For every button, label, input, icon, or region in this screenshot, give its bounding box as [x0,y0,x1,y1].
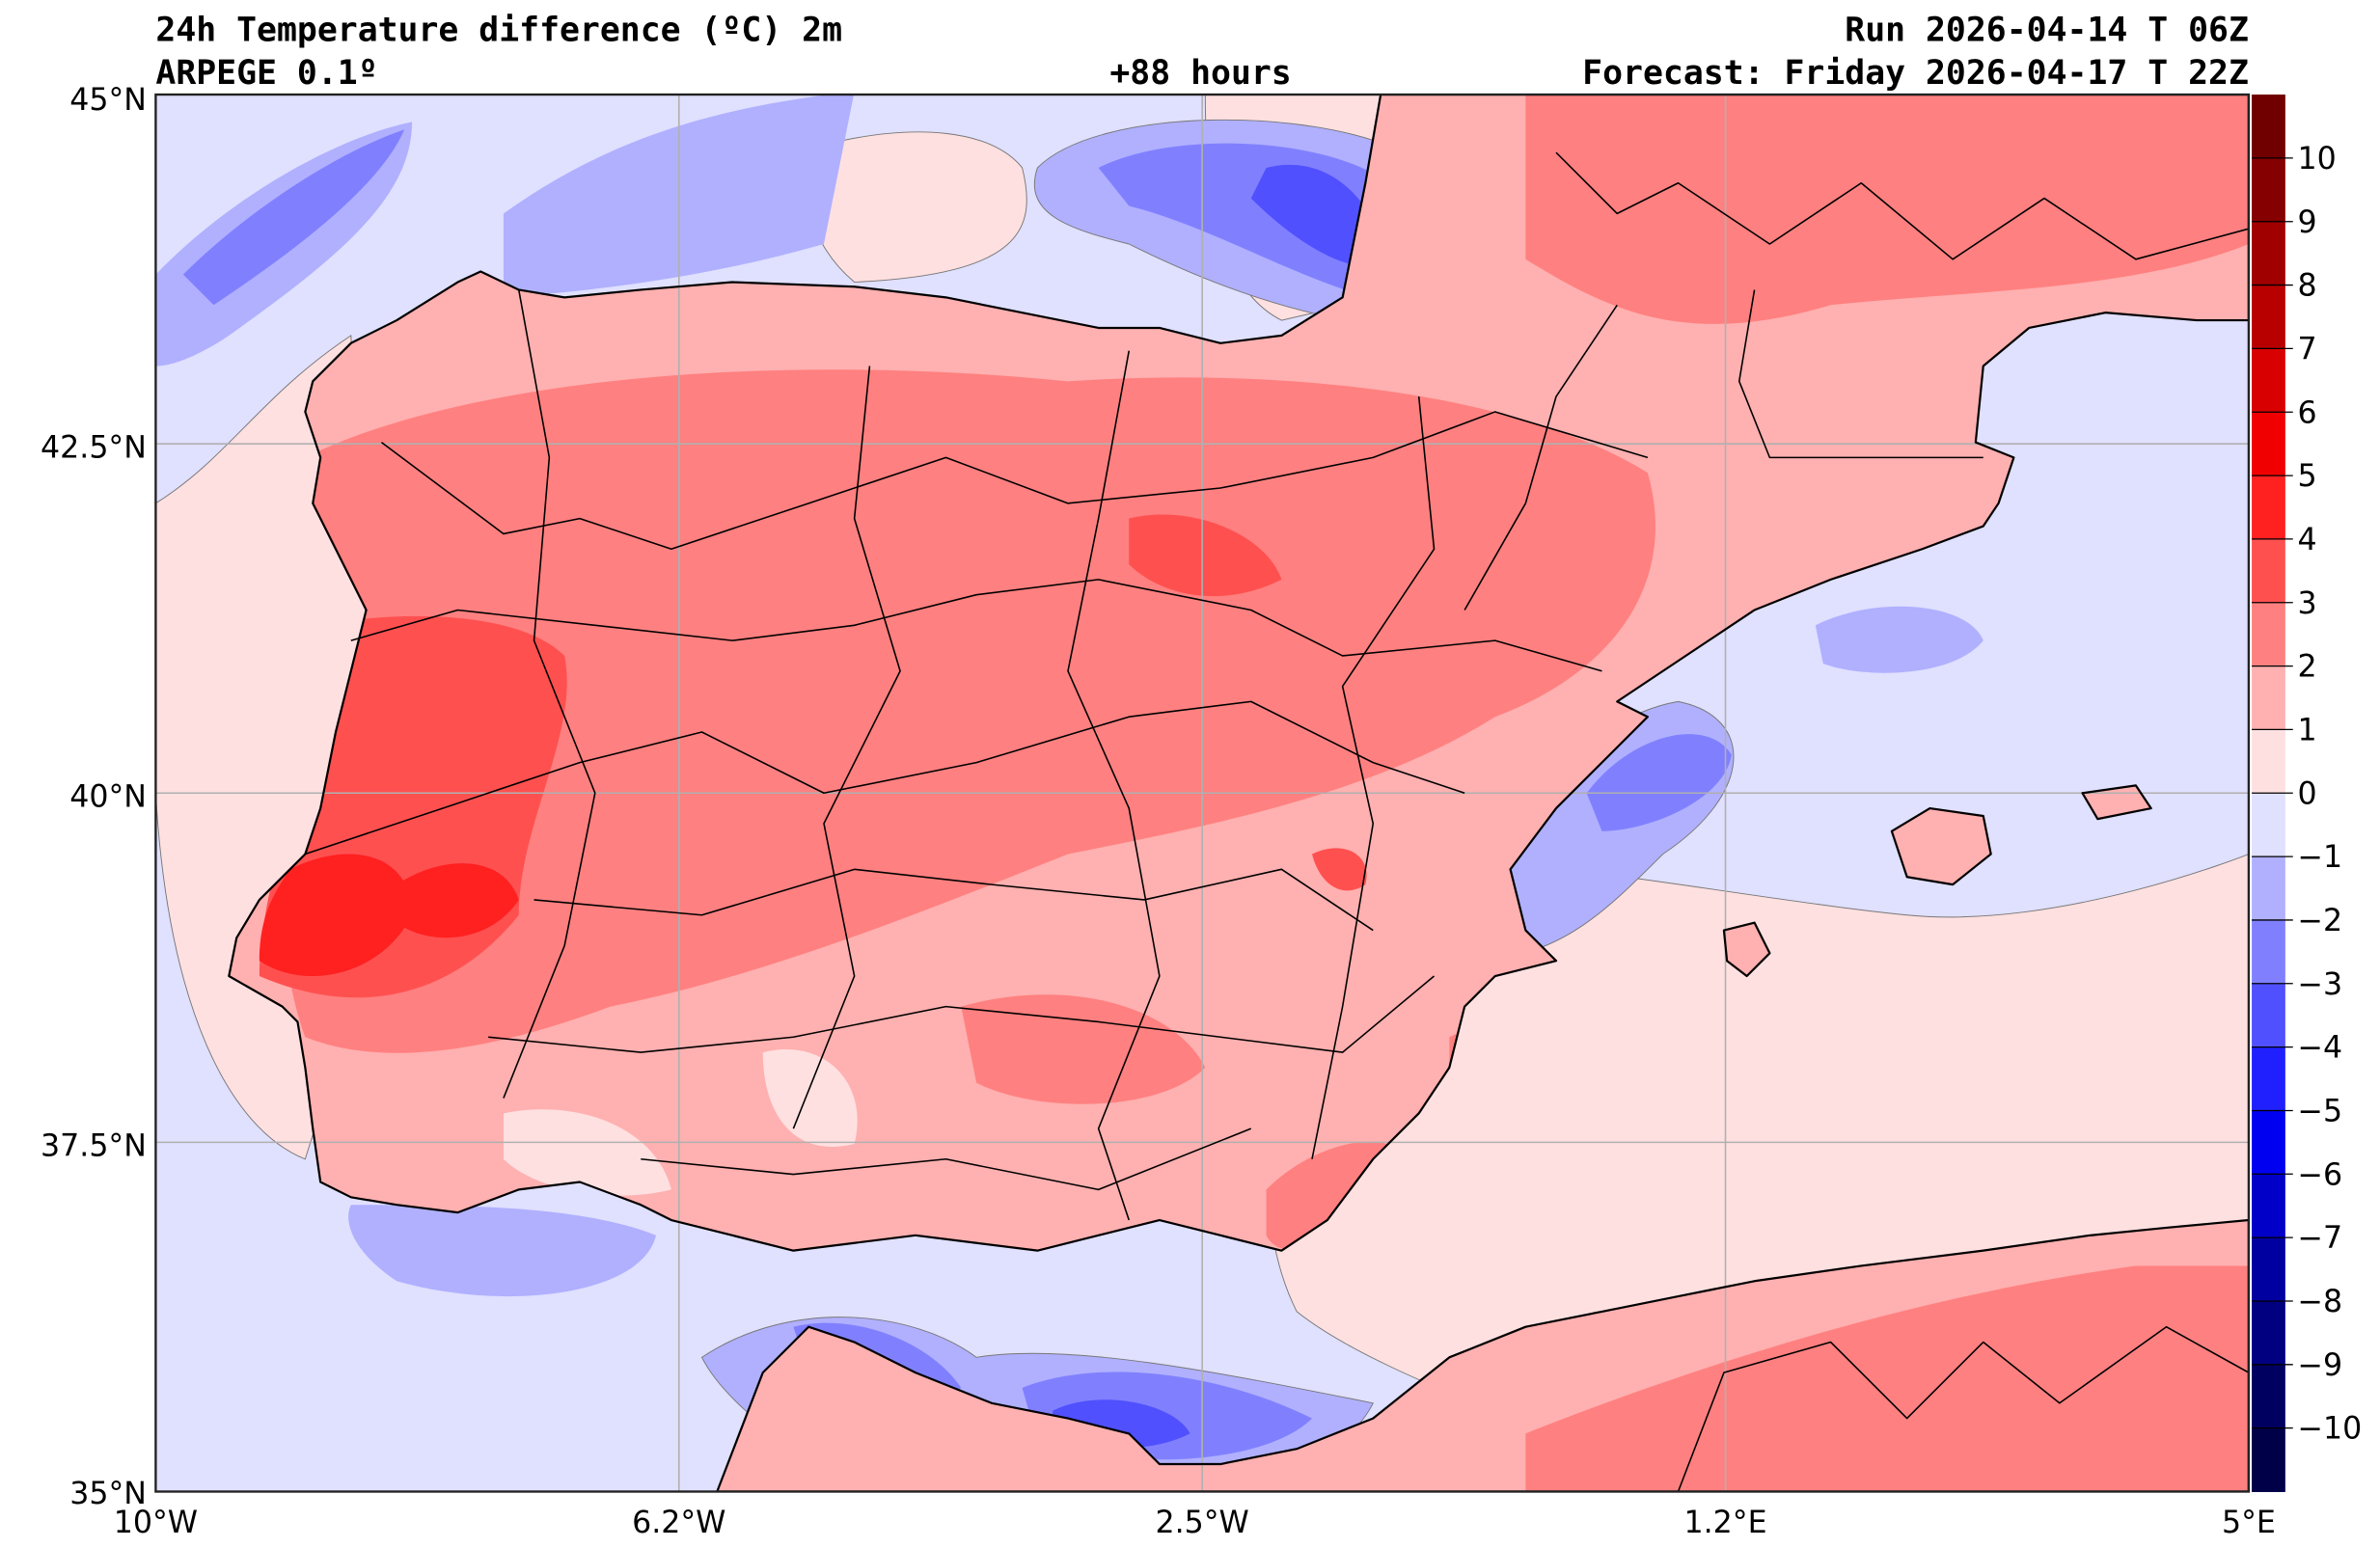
colorbar-bin [2252,1364,2285,1429]
colorbar-bin [2252,221,2285,286]
colorbar-tick-label: −7 [2298,1221,2343,1256]
colorbar-tick-label: −8 [2298,1285,2343,1319]
colorbar-tick-label: −10 [2298,1412,2363,1447]
colorbar-bin [2252,1300,2285,1366]
lon-label: 2.5°W [1155,1506,1248,1540]
colorbar-bin [2252,793,2285,857]
map-plot-area [155,95,2249,1492]
colorbar-bin [2252,475,2285,540]
lat-label: 35°N [69,1477,147,1511]
colorbar-tick-label: −5 [2298,1095,2343,1129]
colorbar-tick-label: 10 [2298,142,2337,177]
lat-label: 37.5°N [41,1129,147,1164]
colorbar-tick-label: 2 [2298,650,2317,685]
colorbar-tick-label: 1 [2298,713,2317,747]
lon-label: 6.2°W [632,1506,725,1540]
anomaly-2to3-france [1525,95,2249,324]
colorbar-bin [2252,1110,2285,1175]
colorbar-tick-label: −6 [2298,1157,2343,1192]
admin-borders [305,151,2249,1492]
cold-anomaly-valencia-core [1586,734,1732,831]
anomaly-2to3-africa [1525,1265,2249,1492]
colorbar-tick-label: −9 [2298,1348,2343,1383]
anomaly-3to4-central [1129,514,1367,891]
anomaly-1to0-south [503,1049,858,1196]
cold-anomaly-gulf-of-cadiz [348,1205,657,1297]
forecast-label: Forecast: Friday 2026-04-17 T 22Z [1582,54,2249,93]
anomaly-2to3-iberia [276,369,1655,1053]
latitude-labels: 45°N 42.5°N 40°N 37.5°N 35°N [41,83,147,1511]
colorbar-bin [2252,602,2285,667]
colorbar-bin [2252,1046,2285,1111]
colorbar-tick-label: 5 [2298,459,2317,494]
colorbar-bin [2252,157,2285,223]
colorbar-bin [2252,95,2285,159]
colorbar-bin [2252,285,2285,349]
colorbar-tick-label: −3 [2298,967,2343,1002]
run-label: Run 2026-04-14 T 06Z [1845,12,2249,50]
plot-frame [154,93,2251,1493]
colorbar-tick-label: 7 [2298,332,2317,367]
colorbar-bin [2252,919,2285,985]
colorbar-bin [2252,348,2285,413]
lon-label: 5°E [2222,1506,2276,1540]
lead-time-label: +88 hours [1109,54,1291,93]
colorbar-bin [2252,983,2285,1048]
colorbar-bin [2252,538,2285,604]
model-label: ARPEGE 0.1º [155,54,377,93]
colorbar-bin [2252,1174,2285,1238]
colorbar-tick-label: 4 [2298,523,2317,557]
colorbar-bin [2252,412,2285,476]
graticule [155,95,2249,1492]
cold-anomaly-balearic-north [1815,606,1983,673]
chart-title: 24h Temperature difference (ºC) 2m [155,12,842,50]
longitude-labels: 10°W 6.2°W 2.5°W 1.2°E 5°E [114,1506,2276,1540]
colorbar-tick-label: 3 [2298,586,2317,621]
lat-label: 42.5°N [41,430,147,465]
lat-label: 45°N [69,83,147,118]
colorbar-bin [2252,729,2285,794]
lon-label: 1.2°E [1684,1506,1767,1540]
colorbar-bin [2252,856,2285,921]
colorbar-bin [2252,665,2285,730]
colorbar-tick-label: 8 [2298,269,2317,304]
colorbar-bin [2252,1237,2285,1302]
colorbar-tick-label: −1 [2298,840,2343,875]
colorbar-tick-label: −4 [2298,1031,2343,1066]
colorbar-bin [2252,1427,2285,1492]
colorbar-tick-label: 0 [2298,776,2317,811]
colorbar-tick-label: 6 [2298,395,2317,430]
anomaly-4to5-portugal [259,854,519,977]
colorbar-tick-label: −2 [2298,904,2343,938]
cold-anomaly-atlantic-core [182,129,405,306]
anomaly-2to3-south [961,994,1559,1251]
lat-label: 40°N [69,779,147,814]
colorbar-tick-label: 9 [2298,205,2317,240]
lon-label: 10°W [114,1506,198,1540]
